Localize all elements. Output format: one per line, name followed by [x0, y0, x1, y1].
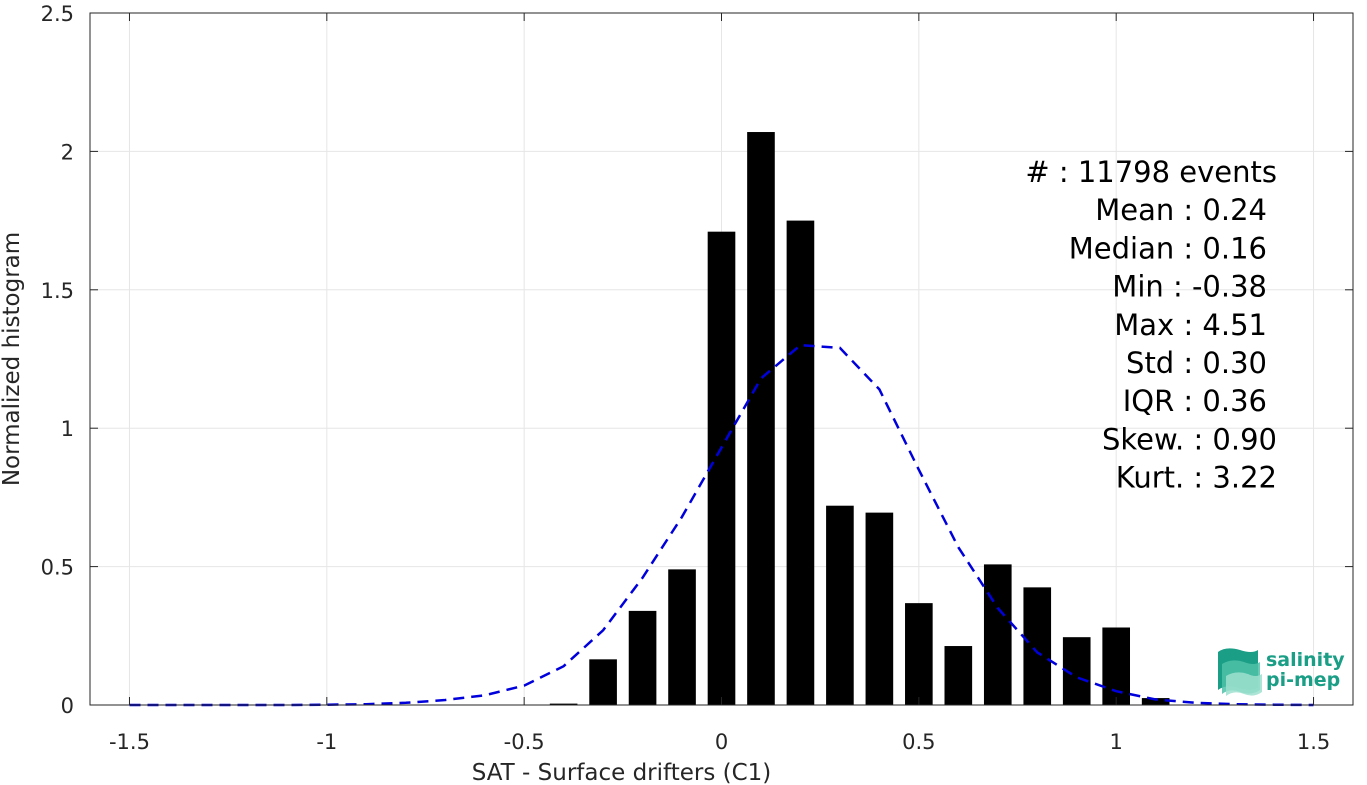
stat-line: Kurt. : 3.22	[1116, 461, 1277, 495]
histogram-bar	[983, 564, 1012, 705]
logo-text-salinity: salinity	[1266, 649, 1345, 671]
x-tick-label: -1.5	[109, 730, 150, 754]
fit-curve-dashed-line	[129, 343, 1314, 707]
histogram-bars	[549, 132, 1170, 706]
histogram-bar	[1023, 587, 1052, 705]
x-tick-labels: -1.5 -1 -0.5 0 0.5 1 1.5	[109, 730, 1330, 754]
salinity-pi-mep-logo: salinity pi-mep	[1218, 648, 1345, 696]
stat-line: Mean : 0.24	[1095, 193, 1267, 227]
stat-line: Skew. : 0.90	[1102, 422, 1277, 456]
stat-line: Std : 0.30	[1126, 346, 1267, 380]
stat-line: # : 11798 events	[1025, 155, 1277, 189]
stat-line: Max : 4.51	[1114, 308, 1267, 342]
logo-waves-icon	[1218, 648, 1262, 696]
x-tick-label: -1	[316, 730, 337, 754]
histogram-bar	[944, 646, 973, 705]
histogram-bar	[826, 505, 854, 705]
x-tick-label: 1.5	[1297, 730, 1330, 754]
histogram-bar	[786, 220, 815, 705]
y-tick-labels: 0 0.5 1 1.5 2 2.5	[41, 2, 74, 718]
statistics-box: # : 11798 events Mean : 0.24 Median : 0.16…	[1025, 155, 1277, 495]
histogram-bar	[1102, 627, 1131, 705]
histogram-bar	[1141, 698, 1170, 705]
y-tick-label: 2.5	[41, 2, 74, 26]
x-tick-label: -0.5	[504, 730, 545, 754]
stat-line: Min : -0.38	[1112, 270, 1267, 304]
stat-line: Median : 0.16	[1069, 231, 1267, 265]
histogram-bar	[905, 603, 933, 705]
histogram-bar	[865, 512, 894, 705]
histogram-bar	[549, 703, 578, 705]
y-tick-label: 1.5	[41, 279, 74, 303]
histogram-bar	[628, 610, 657, 705]
x-tick-label: 0.5	[902, 730, 935, 754]
x-tick-label: 1	[1110, 730, 1123, 754]
stat-line: IQR : 0.36	[1123, 384, 1267, 418]
y-tick-label: 1	[61, 417, 74, 441]
axis-ticks	[90, 12, 1353, 706]
logo-text-pi-mep: pi-mep	[1266, 669, 1340, 691]
histogram-bar	[668, 569, 696, 705]
histogram-bar	[747, 132, 775, 706]
x-axis-label: SAT - Surface drifters (C1)	[472, 760, 772, 785]
histogram-bar	[707, 231, 736, 705]
x-tick-label: 0	[715, 730, 728, 754]
y-tick-label: 0	[61, 694, 74, 718]
histogram-bar	[589, 659, 617, 705]
y-tick-label: 2	[61, 140, 74, 164]
y-axis-label: Normalized histogram	[0, 232, 25, 486]
y-tick-label: 0.5	[41, 556, 74, 580]
